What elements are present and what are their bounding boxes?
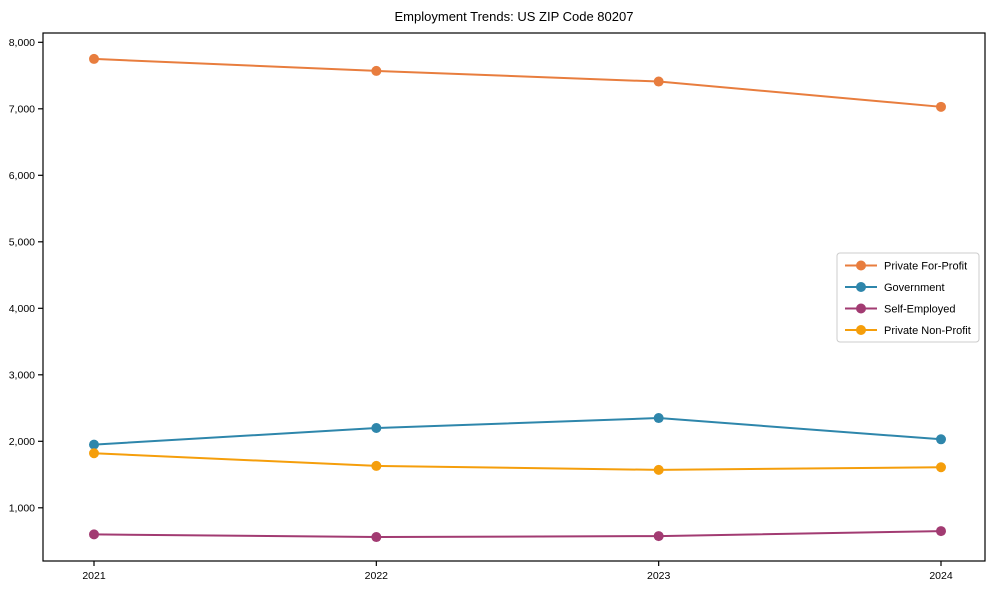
y-tick-label: 2,000 — [9, 436, 35, 448]
legend-swatch-marker-self-employed — [856, 303, 866, 314]
x-tick-label: 2022 — [365, 570, 389, 582]
chart-title: Employment Trends: US ZIP Code 80207 — [395, 9, 634, 24]
data-point-government-2022 — [371, 423, 382, 434]
legend-swatch-marker-government — [856, 282, 866, 292]
data-point-self-employed-2021 — [89, 529, 99, 540]
data-point-self-employed-2024 — [936, 526, 946, 537]
legend-swatch-marker-private-for-profit — [856, 260, 866, 271]
data-point-private-for-profit-2023 — [653, 76, 664, 87]
series-line-private-non-profit — [93, 452, 942, 471]
data-point-private-non-profit-2022 — [371, 460, 382, 471]
legend-box — [836, 252, 980, 343]
y-tick-label: 8,000 — [9, 37, 35, 49]
x-tick-label: 2021 — [82, 570, 106, 582]
legend-label-government: Government — [884, 282, 945, 294]
data-point-private-non-profit-2023 — [653, 464, 664, 475]
y-tick-label: 5,000 — [9, 236, 35, 248]
legend-swatch-marker-private-non-profit — [856, 325, 866, 335]
series-line-government — [93, 417, 942, 446]
x-tick-label: 2024 — [929, 570, 953, 582]
legend-label-private-non-profit: Private Non-Profit — [884, 325, 971, 337]
y-tick-label: 6,000 — [9, 170, 35, 182]
series-line-self-employed — [93, 530, 942, 539]
legend-label-private-for-profit: Private For-Profit — [884, 261, 967, 273]
data-point-government-2021 — [89, 439, 99, 450]
data-point-self-employed-2022 — [371, 532, 382, 543]
y-tick-label: 7,000 — [9, 103, 35, 115]
plot-area-border — [42, 32, 986, 562]
data-point-self-employed-2023 — [653, 531, 664, 542]
data-point-government-2024 — [936, 434, 946, 445]
y-tick-label: 3,000 — [9, 369, 35, 381]
data-point-private-for-profit-2021 — [89, 53, 99, 64]
data-point-private-non-profit-2024 — [936, 462, 946, 473]
data-point-private-for-profit-2022 — [371, 65, 382, 76]
y-tick-label: 1,000 — [9, 502, 35, 514]
legend-label-self-employed: Self-Employed — [884, 304, 956, 316]
data-point-government-2023 — [653, 413, 664, 424]
y-tick-label: 4,000 — [9, 303, 35, 315]
series-line-private-for-profit — [93, 57, 942, 108]
data-point-private-for-profit-2024 — [936, 101, 946, 112]
x-tick-label: 2023 — [647, 570, 671, 582]
data-point-private-non-profit-2021 — [89, 448, 99, 459]
